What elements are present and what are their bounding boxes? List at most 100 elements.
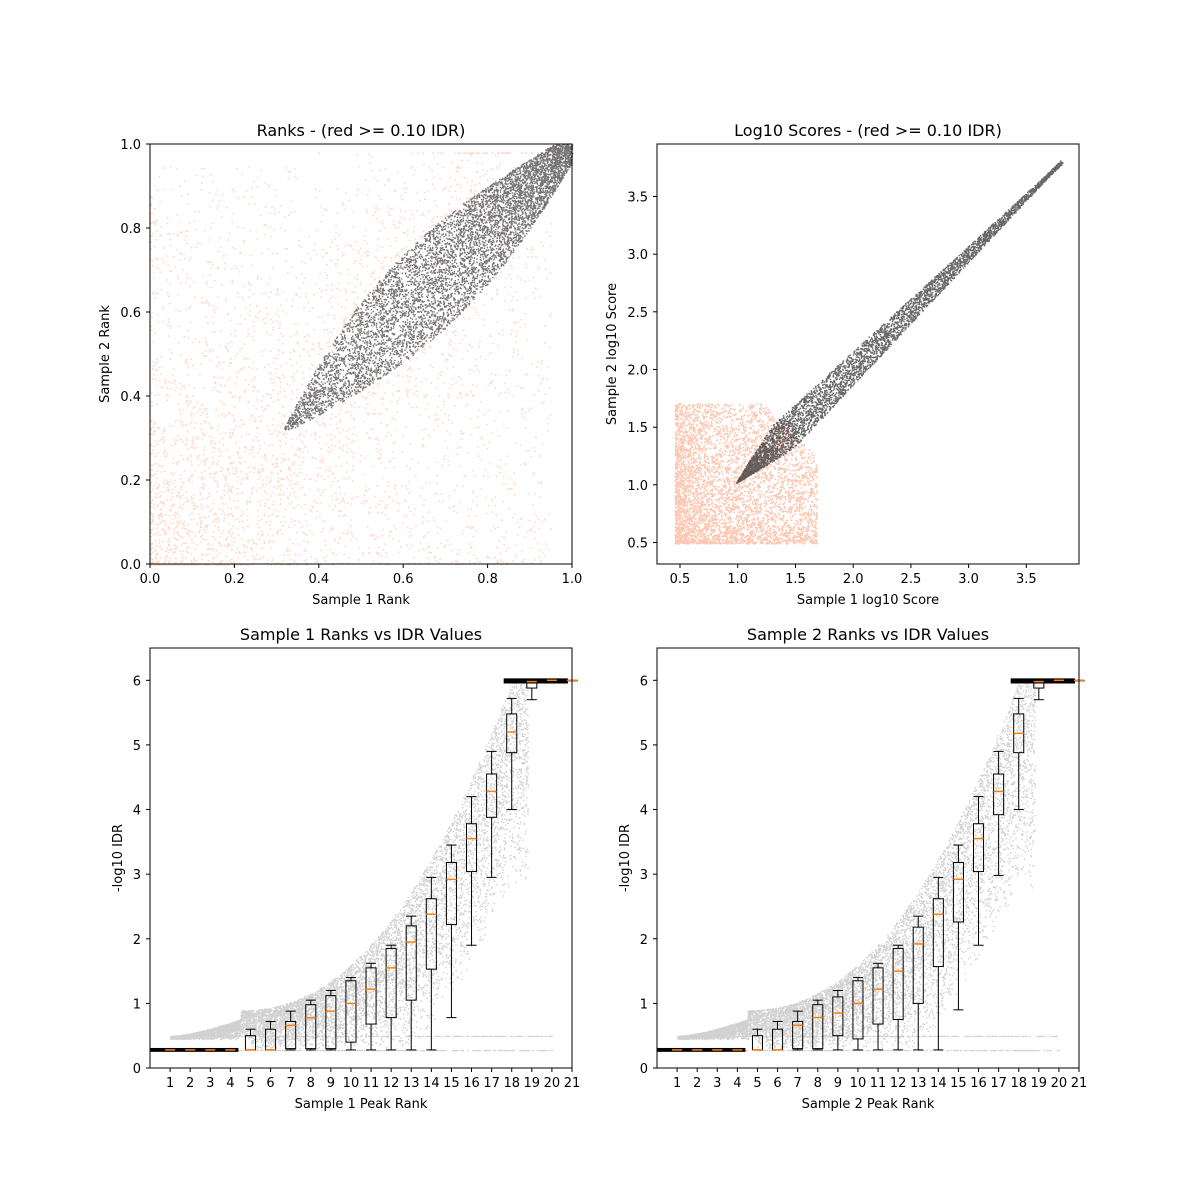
s1-idr-x-tick-label: 17: [483, 1076, 500, 1091]
scores-x-tick-label: 1.0: [727, 572, 748, 587]
s1-idr-box-iqr: [425, 898, 437, 970]
s2-idr-y-axis-label: -log10 IDR: [618, 824, 633, 892]
s2-idr-x-tick-label: 18: [1010, 1076, 1027, 1091]
s1-idr-box-iqr: [466, 823, 478, 873]
s2-idr-box-iqr: [832, 996, 844, 1037]
s1-idr-x-tick-label: 10: [343, 1076, 360, 1091]
s1-idr-x-tick-label: 6: [266, 1076, 274, 1091]
s2-idr-box-3: [711, 1049, 723, 1051]
s1-idr-x-tick-label: 11: [363, 1076, 380, 1091]
s1-idr-box-8: [305, 999, 317, 1051]
scores-x-tick-label: 3.0: [958, 572, 979, 587]
ranks-x-tick-label: 0.2: [224, 572, 245, 587]
s1-idr-box-17: [486, 750, 498, 878]
s1-idr-x-tick-label: 5: [246, 1076, 254, 1091]
s1-idr-y-tick-label: 6: [133, 674, 141, 689]
s2-idr-box-iqr: [852, 980, 864, 1040]
s2-idr-y-tick-label: 6: [640, 674, 648, 689]
s2-idr-box-iqr: [993, 773, 1005, 816]
s1-idr-box-3: [204, 1049, 216, 1051]
ranks-plot-area: [149, 143, 574, 566]
s2-idr-x-tick-label: 16: [970, 1076, 987, 1091]
s2-idr-box-14: [932, 876, 944, 1051]
s1-idr-box-7: [285, 1010, 297, 1051]
s2-idr-box-iqr: [812, 1004, 824, 1050]
ranks-y-tick-label: 0.4: [120, 390, 141, 405]
scores-y-ticks: 0.5 1.0 1.5 2.0 2.5 3.0 3.5: [627, 191, 657, 552]
scores-x-ticks: 0.5 1.0 1.5 2.0 2.5 3.0 3.5: [670, 564, 1037, 587]
s2-idr-x-tick-label: 21: [1071, 1076, 1088, 1091]
s1-idr-box-20: [546, 679, 558, 682]
ranks-x-tick-label: 0.0: [140, 572, 161, 587]
s1-idr-box-iqr: [365, 967, 377, 1025]
ranks-x-tick-label: 1.0: [562, 572, 583, 587]
s1-idr-x-tick-label: 3: [206, 1076, 214, 1091]
s1-idr-x-tick-label: 9: [327, 1076, 335, 1091]
s1-idr-y-ticks: 0 1 2 3 4 5 6: [133, 674, 150, 1077]
s1-idr-x-ticks: 1 2 3 4 5 6 7 8 9 10 11 12 13 14 15 16 17 18 19 20 21: [166, 1068, 580, 1091]
s2-idr-x-ticks: 1 2 3 4 5 6 7 8 9 10 11 12 13 14 15 16 17 18 19 20 21: [673, 1068, 1087, 1091]
s1-idr-y-tick-label: 3: [133, 868, 141, 883]
s1-idr-box-12: [385, 944, 397, 1051]
s2-idr-x-tick-label: 15: [950, 1076, 967, 1091]
s2-idr-box-5: [751, 1028, 764, 1051]
ranks-y-axis-label: Sample 2 Rank: [98, 305, 113, 403]
s2-idr-box-iqr: [912, 926, 924, 1004]
s1-idr-x-axis-label: Sample 1 Peak Rank: [295, 1097, 428, 1112]
scores-y-axis-label: Sample 2 log10 Score: [605, 283, 620, 425]
s1-idr-x-tick-label: 16: [463, 1076, 480, 1091]
s2-idr-x-tick-label: 3: [713, 1076, 721, 1091]
s2-idr-box-12: [892, 944, 904, 1051]
s1-idr-x-tick-label: 19: [524, 1076, 541, 1091]
s2-idr-x-tick-label: 1: [673, 1076, 681, 1091]
s2-idr-x-tick-label: 12: [890, 1076, 907, 1091]
scores-scatter-points: [674, 160, 1064, 545]
scores-y-tick-label: 1.0: [627, 479, 648, 494]
s1-idr-box-iqr: [506, 713, 518, 754]
s2-idr-y-tick-label: 4: [640, 804, 648, 819]
s1-idr-box-iqr: [305, 1004, 317, 1050]
ranks-x-axis-label: Sample 1 Rank: [312, 593, 410, 608]
s2-idr-boxes: [671, 679, 1085, 1051]
scores-title: Log10 Scores - (red >= 0.10 IDR): [734, 121, 1002, 140]
scores-black-points: [736, 160, 1064, 484]
s2-idr-y-tick-label: 0: [640, 1062, 648, 1077]
s2-idr-x-axis-label: Sample 2 Peak Rank: [802, 1097, 935, 1112]
ranks-axes-frame: [149, 143, 573, 565]
ranks-y-tick-label: 0.8: [120, 222, 141, 237]
s1-idr-x-tick-label: 20: [544, 1076, 561, 1091]
s2-idr-box-10: [852, 977, 864, 1051]
ranks-black-points: [284, 144, 574, 431]
s2-idr-x-tick-label: 17: [990, 1076, 1007, 1091]
s2-idr-box-iqr: [932, 898, 944, 968]
s1-idr-box-18: [506, 697, 518, 811]
s1-idr-axes-frame: [149, 647, 573, 1069]
s1-idr-box-6: [265, 1020, 277, 1051]
s1-idr-x-tick-label: 1: [166, 1076, 174, 1091]
s1-idr-y-tick-label: 0: [133, 1062, 141, 1077]
s1-idr-x-tick-label: 15: [443, 1076, 460, 1091]
s1-idr-box-13: [405, 915, 417, 1051]
ranks-y-tick-label: 1.0: [120, 138, 141, 153]
s2-idr-y-tick-label: 5: [640, 739, 648, 754]
scores-x-tick-label: 3.5: [1016, 572, 1037, 587]
ranks-x-ticks: 0.0 0.2 0.4 0.6 0.8 1.0: [140, 564, 583, 587]
scores-y-tick-label: 3.5: [627, 191, 648, 206]
s2-idr-box-19: [1033, 679, 1045, 701]
s2-idr-x-tick-label: 7: [794, 1076, 802, 1091]
ranks-x-tick-label: 0.4: [308, 572, 329, 587]
s2-idr-y-ticks: 0 1 2 3 4 5 6: [640, 674, 657, 1077]
s1-idr-x-tick-label: 12: [383, 1076, 400, 1091]
s2-idr-box-iqr: [872, 967, 884, 1025]
ranks-y-tick-label: 0.6: [120, 306, 141, 321]
s2-idr-y-tick-label: 1: [640, 997, 648, 1012]
ranks-title: Ranks - (red >= 0.10 IDR): [257, 121, 466, 140]
s2-idr-box-9: [832, 989, 844, 1051]
s1-idr-y-tick-label: 1: [133, 997, 141, 1012]
s2-idr-box-13: [912, 915, 924, 1051]
s2-idr-box-17: [993, 750, 1005, 876]
s2-idr-box-11: [872, 962, 884, 1051]
s1-idr-box-iqr: [445, 862, 457, 926]
s1-idr-box-16: [466, 796, 478, 946]
